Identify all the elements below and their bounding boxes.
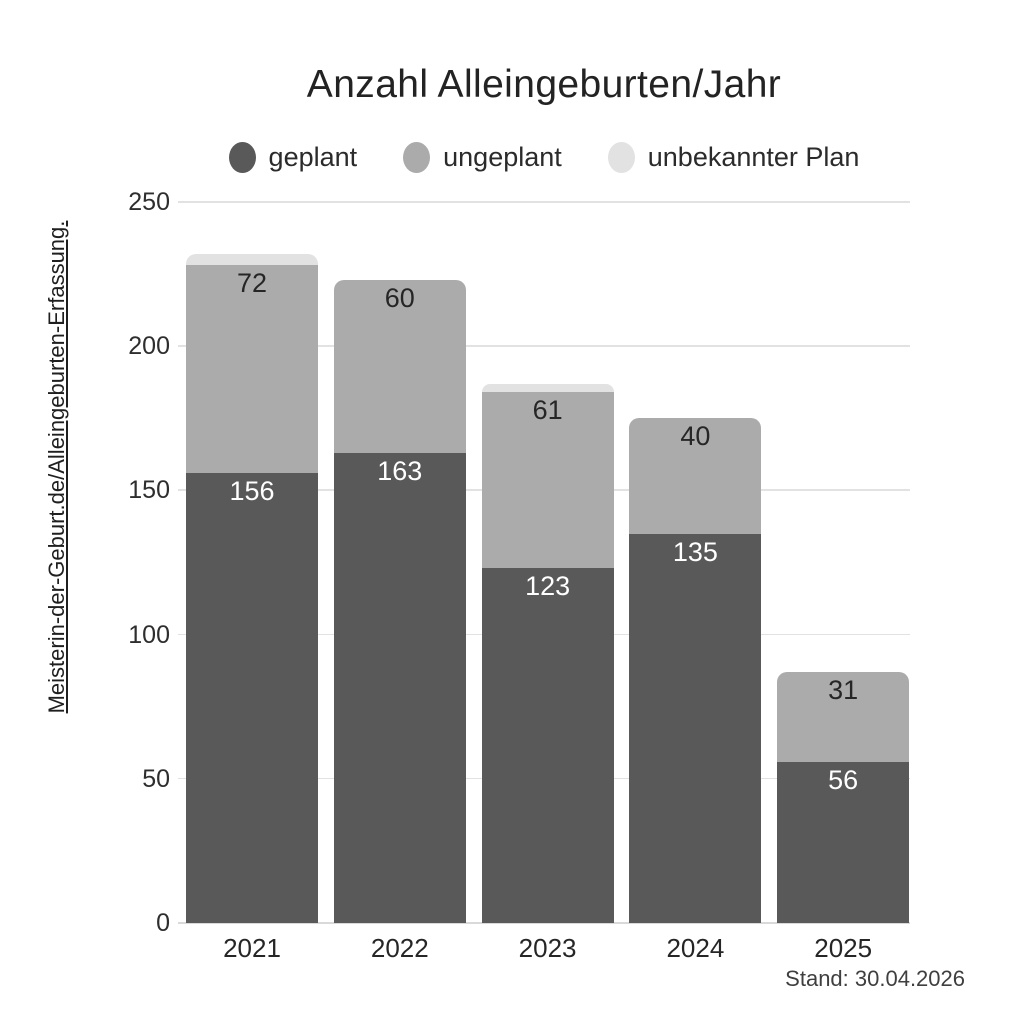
bar-2021: 156 72 [186,202,318,923]
bar-2022: 163 60 [333,202,466,923]
x-axis-baseline [178,922,910,924]
bar-value-label: 72 [236,268,268,299]
bar-2021-geplant: 156 [186,473,318,923]
bar-2021-unbekannter-plan [186,253,318,266]
bar-2023: 123 61 [481,202,614,923]
gridline-200 [178,345,910,347]
x-tick-label-2025: 2025 [814,933,873,963]
bar-value-label: 60 [384,282,415,313]
y-tick-label-50: 50 [142,764,170,793]
bar-2023-ungeplant: 61 [481,392,614,569]
bar-value-label: 61 [532,395,563,426]
bar-2024: 135 40 [629,202,762,923]
bar-2021-ungeplant: 72 [186,265,318,474]
y-tick-label-100: 100 [128,620,170,649]
legend: geplant ungeplant unbekannter Plan [178,140,910,174]
bar-value-label: 31 [828,675,859,706]
bar-2023-unbekannter-plan [481,383,614,393]
source-link-vertical: Meisterin-der-Geburt.de/Alleingeburten-E… [44,220,69,714]
x-tick-label-2021: 2021 [223,933,281,963]
legend-item-ungeplant: ungeplant [403,141,562,173]
date-note: Stand: 30.04.2026 [785,966,965,991]
bar-value-label: 123 [525,571,571,602]
y-tick-label-200: 200 [128,332,170,361]
x-tick-label-2023: 2023 [518,933,577,963]
legend-item-geplant: geplant [228,141,358,173]
legend-label: unbekannter Plan [647,141,860,172]
x-tick-label-2022: 2022 [370,933,429,963]
bar-2024-geplant: 135 [629,533,762,923]
bar-2024-ungeplant: 40 [629,418,762,534]
bar-value-label: 40 [680,421,711,452]
bar-2023-geplant: 123 [481,568,614,923]
chart-title: Anzahl Alleingeburten/Jahr [306,63,782,106]
x-tick-label-2024: 2024 [666,933,725,963]
legend-swatch-icon [607,141,635,173]
bar-value-label: 56 [828,764,859,795]
plot-area: 156 72 2021 163 60 2022 123 61 2023 135 40 2024 56 31… [178,201,910,963]
bar-2025-ungeplant: 31 [777,672,910,762]
bar-2022-ungeplant: 60 [333,279,466,453]
legend-label: geplant [268,141,358,172]
bar-value-label: 156 [229,476,275,507]
bar-2025-geplant: 56 [777,761,910,923]
bar-value-label: 135 [672,536,718,567]
bar-2022-geplant: 163 [333,452,466,923]
legend-swatch-icon [403,141,431,173]
legend-label: ungeplant [443,141,562,172]
bar-2025: 56 31 [777,202,910,923]
legend-item-unbekannter-plan: unbekannter Plan [607,141,860,173]
y-tick-label-250: 250 [128,188,170,216]
y-tick-label-150: 150 [128,476,170,505]
gridline-250 [178,201,910,203]
y-tick-label-0: 0 [156,909,170,937]
bar-value-label: 163 [377,455,423,486]
legend-swatch-icon [228,141,256,173]
